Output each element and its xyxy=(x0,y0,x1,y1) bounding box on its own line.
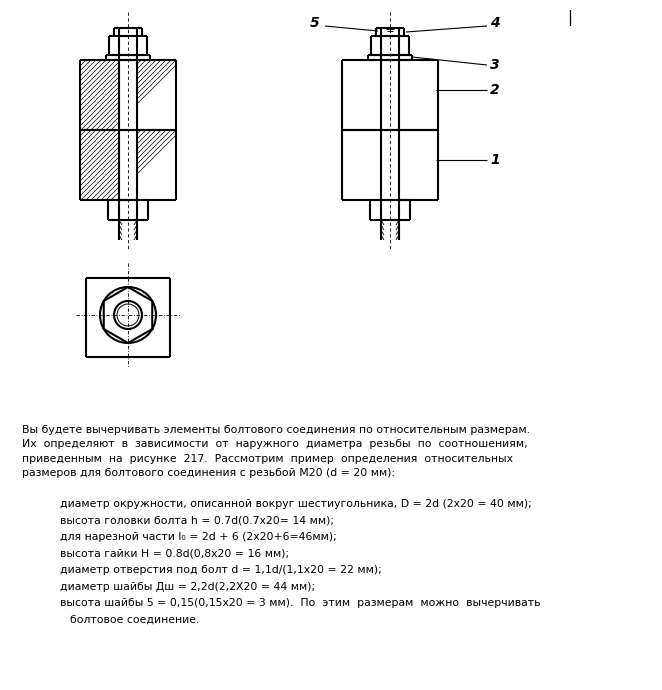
Text: 3: 3 xyxy=(490,58,500,72)
Text: диаметр окружности, описанной вокруг шестиугольника, D = 2d (2х20 = 40 мм);: диаметр окружности, описанной вокруг шес… xyxy=(60,499,532,509)
Text: для нарезной части l₀ = 2d + 6 (2х20+6=46мм);: для нарезной части l₀ = 2d + 6 (2х20+6=4… xyxy=(60,532,337,542)
Text: болтовое соединение.: болтовое соединение. xyxy=(70,615,199,624)
Text: высота головки болта h = 0.7d(0.7х20= 14 мм);: высота головки болта h = 0.7d(0.7х20= 14… xyxy=(60,515,334,526)
Text: диаметр отверстия под болт d = 1,1d/(1,1х20 = 22 мм);: диаметр отверстия под болт d = 1,1d/(1,1… xyxy=(60,565,382,575)
Text: высота шайбы 5 = 0,15(0,15х20 = 3 мм).  По  этим  размерам  можно  вычерчивать: высота шайбы 5 = 0,15(0,15х20 = 3 мм). П… xyxy=(60,598,540,608)
Text: 4: 4 xyxy=(490,16,500,30)
Text: |: | xyxy=(567,10,573,26)
Text: диаметр шайбы Дш = 2,2d(2,2Х20 = 44 мм);: диаметр шайбы Дш = 2,2d(2,2Х20 = 44 мм); xyxy=(60,582,315,591)
Text: Вы будете вычерчивать элементы болтового соединения по относительным размерам.
И: Вы будете вычерчивать элементы болтового… xyxy=(22,425,530,478)
Text: 5: 5 xyxy=(310,16,320,30)
Text: высота гайки Н = 0.8d(0,8х20 = 16 мм);: высота гайки Н = 0.8d(0,8х20 = 16 мм); xyxy=(60,549,289,558)
Text: 2: 2 xyxy=(490,83,500,97)
Text: 1: 1 xyxy=(490,153,500,167)
